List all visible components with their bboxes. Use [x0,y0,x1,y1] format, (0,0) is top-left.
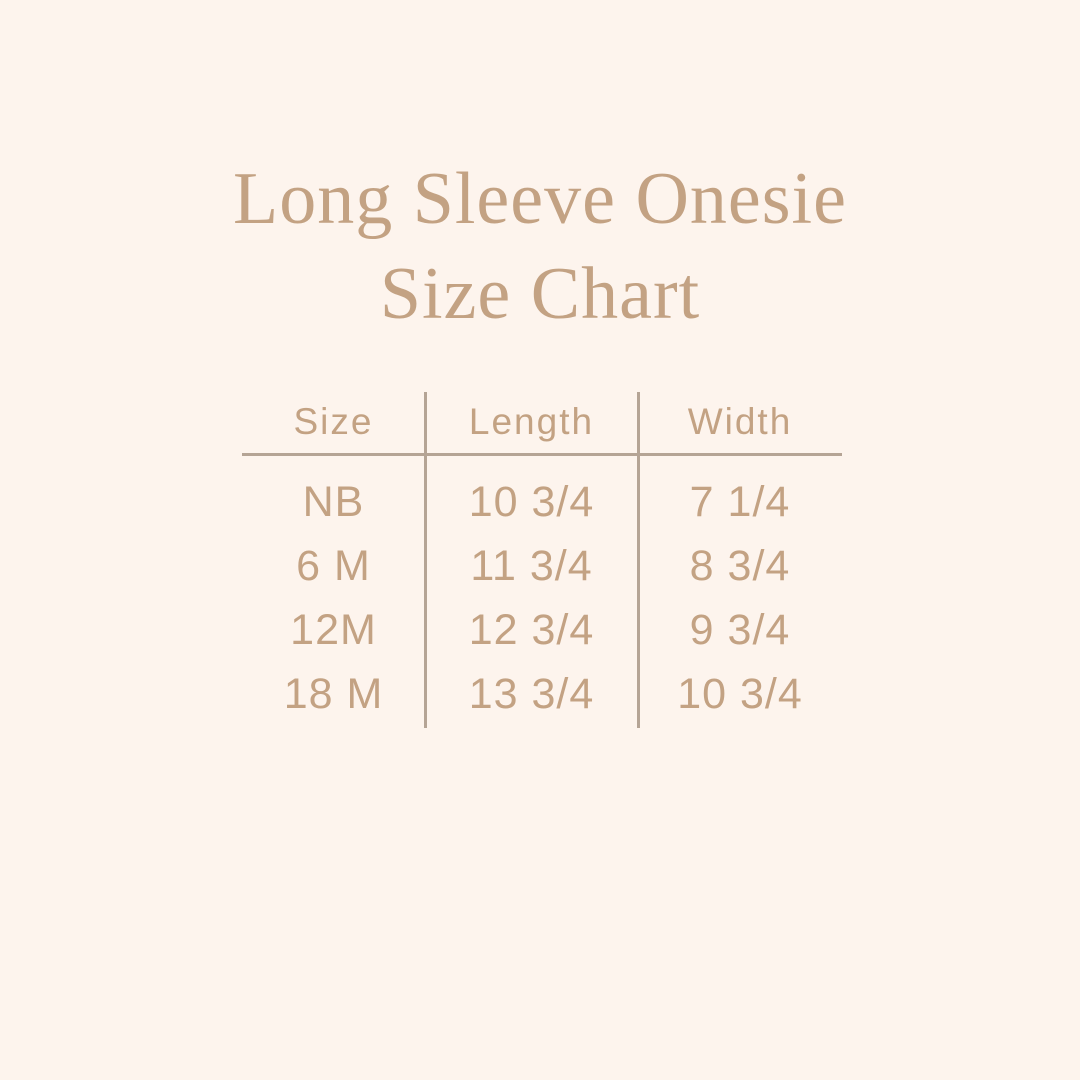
column-divider-line-2 [637,392,640,728]
table-cell-size: 6 M [296,541,371,590]
title-line-2: Size Chart [379,253,701,335]
table-cell-width: 8 3/4 [689,541,791,590]
column-header-size: Size [293,401,374,442]
page-title: Long Sleeve Onesie Size Chart [0,152,1080,342]
table-cell-length: 10 3/4 [468,477,595,526]
table-header-row: Size Length Width [242,392,842,452]
table-body: NB 10 3/4 7 1/4 6 M 11 3/4 8 3/4 12M 12 … [242,470,842,726]
column-divider-line-1 [424,392,427,728]
table-cell-size: 12M [290,605,377,654]
table-cell-width: 7 1/4 [689,477,791,526]
title-line-1: Long Sleeve Onesie [233,158,847,240]
table-cell-length: 12 3/4 [468,605,595,654]
table-cell-length: 13 3/4 [468,669,595,718]
header-divider-line [242,453,842,456]
table-cell-width: 9 3/4 [689,605,791,654]
size-table: Size Length Width NB 10 3/4 7 1/4 6 M 11… [242,392,842,728]
table-cell-width: 10 3/4 [677,669,803,718]
table-cell-size: NB [302,477,365,526]
column-header-width: Width [687,401,793,442]
table-cell-length: 11 3/4 [470,541,593,590]
column-header-length: Length [468,401,595,442]
table-cell-size: 18 M [283,669,384,718]
